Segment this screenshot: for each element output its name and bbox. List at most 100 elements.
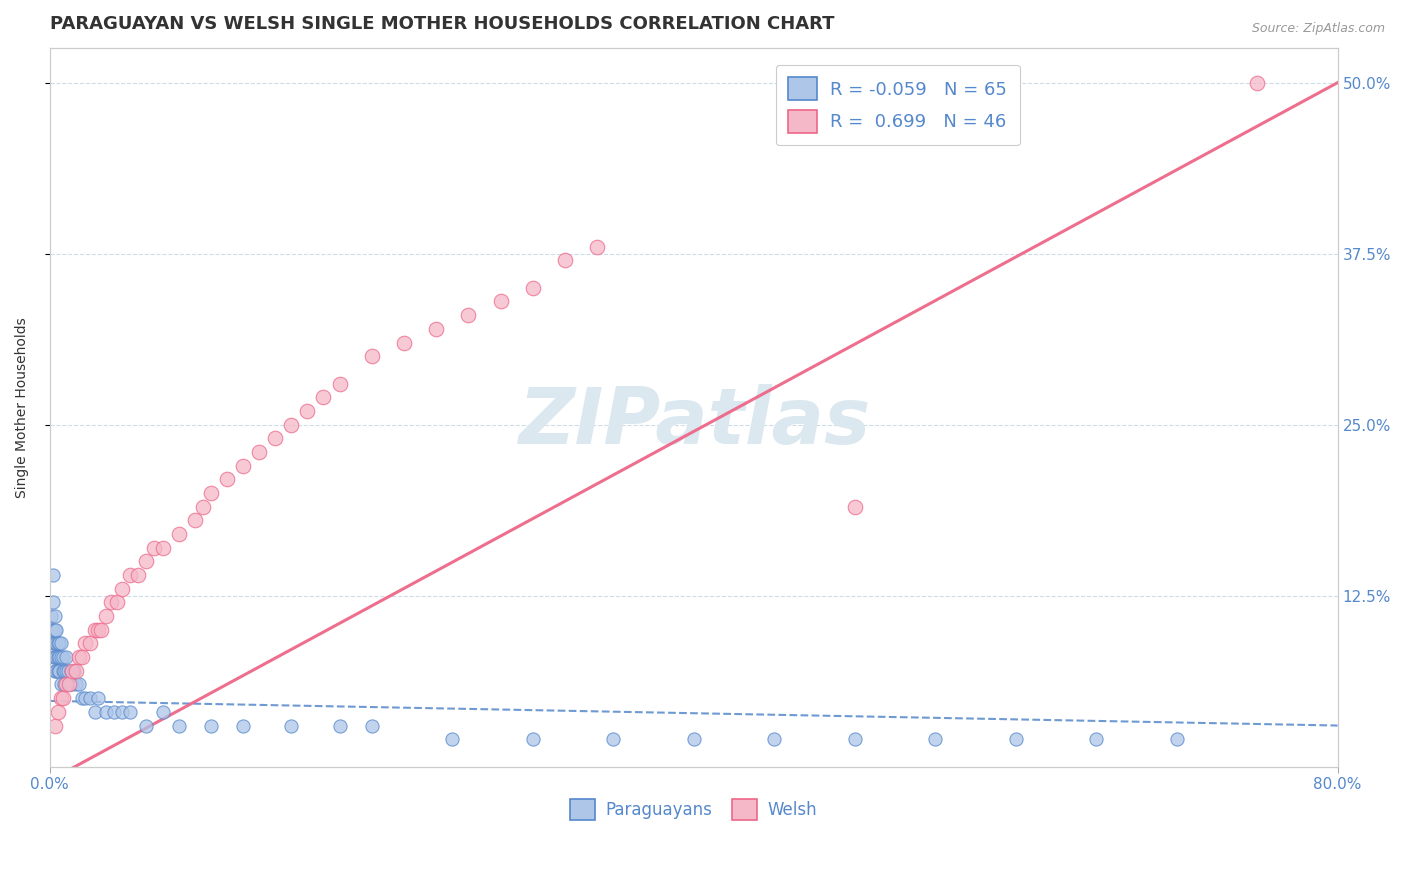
Point (232, 458, 254, 473)
Point (586, 240, 609, 254)
Point (602, 732, 624, 747)
Point (70, 650, 93, 665)
Point (280, 417, 302, 432)
Point (44, 650, 66, 665)
Point (392, 335, 415, 350)
Point (56, 664, 79, 678)
Point (522, 281, 544, 295)
Point (100, 595, 122, 609)
Point (152, 705, 174, 719)
Point (90, 623, 112, 637)
Point (87, 691, 110, 706)
Point (79, 636, 101, 650)
Point (1166, 732, 1188, 747)
Point (844, 732, 866, 747)
Text: Source: ZipAtlas.com: Source: ZipAtlas.com (1251, 22, 1385, 36)
Point (70, 691, 93, 706)
Point (46, 705, 69, 719)
Point (152, 541, 174, 555)
Point (312, 390, 335, 404)
Point (135, 554, 157, 568)
Point (42, 623, 65, 637)
Point (143, 541, 166, 555)
Point (44, 623, 66, 637)
Point (42, 650, 65, 665)
Point (42, 595, 65, 609)
Point (58, 677, 80, 691)
Point (52, 664, 75, 678)
Y-axis label: Single Mother Households: Single Mother Households (15, 318, 30, 498)
Point (67, 650, 90, 665)
Point (84, 623, 107, 637)
Point (49, 650, 72, 665)
Point (48, 636, 70, 650)
Point (200, 486, 222, 500)
Point (127, 568, 149, 582)
Point (763, 732, 786, 747)
Point (52, 650, 75, 665)
Point (59, 664, 82, 678)
Point (44, 609, 66, 624)
Point (183, 513, 205, 527)
Point (1004, 732, 1026, 747)
Point (41, 609, 63, 624)
Point (46, 650, 69, 665)
Point (44, 664, 66, 678)
Point (247, 445, 270, 459)
Point (49, 677, 72, 691)
Point (522, 732, 544, 747)
Point (554, 253, 576, 268)
Point (215, 472, 238, 486)
Point (167, 527, 190, 541)
Point (924, 732, 946, 747)
Point (65, 664, 87, 678)
Point (107, 595, 129, 609)
Point (60, 677, 83, 691)
Text: PARAGUAYAN VS WELSH SINGLE MOTHER HOUSEHOLDS CORRELATION CHART: PARAGUAYAN VS WELSH SINGLE MOTHER HOUSEH… (49, 15, 834, 33)
Point (55, 650, 77, 665)
Point (44, 718, 66, 732)
Point (1246, 76, 1268, 90)
Point (96, 705, 118, 719)
Point (46, 636, 69, 650)
Point (65, 677, 87, 691)
Point (297, 404, 319, 418)
Point (75, 636, 97, 650)
Legend: Paraguayans, Welsh: Paraguayans, Welsh (564, 793, 824, 827)
Point (280, 718, 302, 732)
Point (49, 636, 72, 650)
Point (48, 664, 70, 678)
Point (167, 718, 190, 732)
Point (55, 664, 77, 678)
Point (425, 322, 447, 336)
Point (329, 376, 352, 391)
Point (264, 431, 287, 445)
Point (53, 664, 76, 678)
Point (55, 677, 77, 691)
Point (42, 636, 65, 650)
Point (1085, 732, 1108, 747)
Point (44, 636, 66, 650)
Point (52, 691, 75, 706)
Point (489, 294, 512, 309)
Point (87, 623, 110, 637)
Point (41, 623, 63, 637)
Point (120, 705, 142, 719)
Point (457, 308, 479, 322)
Point (191, 500, 214, 514)
Point (120, 568, 142, 582)
Point (45, 636, 67, 650)
Point (200, 718, 222, 732)
Point (441, 732, 464, 747)
Point (46, 664, 69, 678)
Point (79, 691, 101, 706)
Point (111, 705, 134, 719)
Point (45, 623, 67, 637)
Point (329, 718, 352, 732)
Point (103, 705, 125, 719)
Point (45, 664, 67, 678)
Point (58, 677, 80, 691)
Point (53, 677, 76, 691)
Point (49, 691, 72, 706)
Point (42, 568, 65, 582)
